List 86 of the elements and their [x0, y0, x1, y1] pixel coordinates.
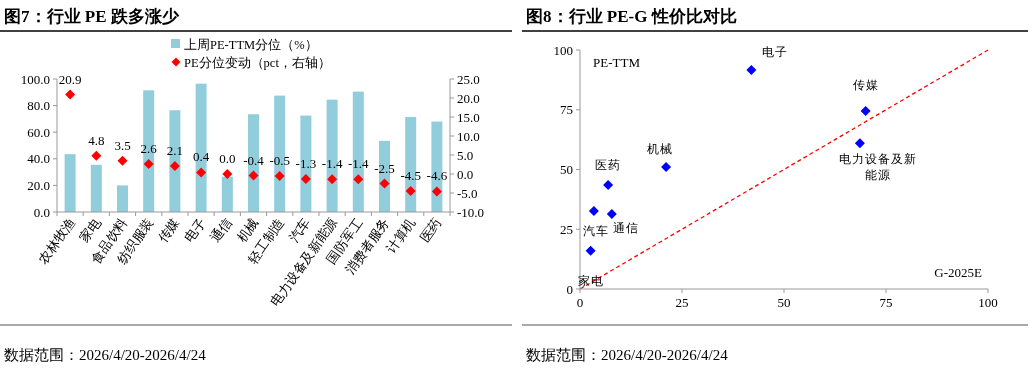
y-tick-label: 20.0	[27, 177, 50, 193]
point	[327, 174, 338, 185]
bar	[117, 185, 128, 212]
data-label: -1.4	[321, 156, 343, 172]
y2-tick-label: 5.0	[457, 147, 474, 163]
y-tick-label: 50	[560, 162, 573, 177]
point	[65, 89, 76, 100]
point	[143, 159, 154, 170]
y-tick-label: 100.0	[20, 71, 50, 87]
point	[585, 245, 596, 256]
bar	[64, 154, 76, 212]
data-label: -4.5	[400, 168, 421, 184]
point	[169, 161, 180, 172]
bar	[221, 176, 233, 212]
x-tick-label: 电子	[181, 215, 209, 246]
point	[854, 138, 865, 149]
data-label: 2.1	[166, 143, 184, 159]
y2-tick-label: 10.0	[457, 128, 480, 144]
y-tick-label: 0.0	[33, 204, 50, 220]
y-tick-label: 100	[553, 42, 573, 58]
data-label: -1.4	[348, 156, 370, 172]
legend-label: PE分位变动（pct，右轴）	[184, 55, 331, 70]
point	[431, 186, 442, 197]
bar	[195, 83, 207, 212]
y-tick-label: 0	[566, 281, 573, 297]
x-tick-label: 100	[978, 295, 998, 310]
data-label: 2.6	[140, 141, 158, 157]
data-label: 0.4	[192, 149, 210, 165]
text: 数据范围：2026/4/20-2026/4/24	[526, 347, 729, 363]
data-label: -0.5	[269, 152, 290, 168]
point	[222, 169, 233, 179]
annotation: 机械	[647, 142, 674, 157]
bar	[90, 164, 102, 212]
point	[91, 150, 102, 161]
point	[353, 174, 364, 185]
point	[117, 155, 128, 166]
x-tick-label: 通信	[207, 215, 235, 246]
y2-tick-label: 25.0	[457, 71, 480, 87]
annotation: 家电	[577, 273, 604, 288]
bar	[169, 110, 181, 212]
point	[606, 208, 617, 219]
point	[860, 105, 871, 116]
y-tick-label: 40.0	[27, 151, 50, 167]
point	[300, 173, 311, 184]
y2-tick-label: -5.0	[457, 185, 478, 201]
data-label: 20.9	[58, 71, 82, 87]
data-label: 4.8	[88, 132, 105, 148]
annotation: 医药	[595, 158, 622, 173]
x-tick-label: 75	[879, 295, 893, 310]
x-axis-title: G-2025E	[934, 265, 983, 280]
point	[588, 206, 599, 217]
y2-tick-label: 15.0	[457, 109, 480, 125]
y-tick-label: 60.0	[27, 124, 50, 140]
data-label: -4.6	[426, 168, 448, 184]
y2-tick-label: -10.0	[457, 204, 485, 220]
x-tick-label: 传媒	[155, 215, 183, 246]
point	[746, 65, 757, 76]
data-label: -0.4	[243, 152, 265, 168]
bar	[143, 90, 155, 212]
data-label: 0.0	[219, 151, 236, 166]
y2-tick-label: 20.0	[457, 90, 480, 106]
chart-title: 图8：行业 PE-G 性价比对比	[526, 7, 737, 26]
x-tick-label: 50	[777, 295, 791, 310]
x-tick-label: 0	[576, 295, 584, 310]
point	[196, 167, 207, 178]
point	[661, 162, 672, 173]
point	[379, 178, 390, 189]
chart-title: 图7：行业 PE 跌多涨少	[4, 7, 180, 26]
y2-tick-label: 0.0	[457, 166, 474, 182]
y-tick-label: 80.0	[27, 98, 50, 114]
point	[603, 180, 614, 191]
annotation: 电力设备及新能源	[838, 152, 917, 183]
y-axis-title: PE-TTM	[593, 55, 641, 70]
point	[248, 170, 259, 181]
data-label: -2.5	[374, 160, 395, 176]
data-label: 3.5	[114, 137, 131, 153]
data-label: -1.3	[295, 155, 317, 171]
annotation: 电子	[762, 45, 789, 60]
x-tick-label: 医药	[417, 215, 445, 246]
legend-label: 上周PE-TTM分位（%）	[184, 37, 318, 52]
point	[274, 170, 285, 181]
annotation: 传媒	[852, 77, 879, 92]
x-tick-label: 25	[675, 295, 689, 310]
point	[405, 186, 416, 197]
text: 数据范围：2026/4/20-2026/4/24	[4, 347, 207, 363]
y-tick-label: 75	[560, 102, 573, 118]
